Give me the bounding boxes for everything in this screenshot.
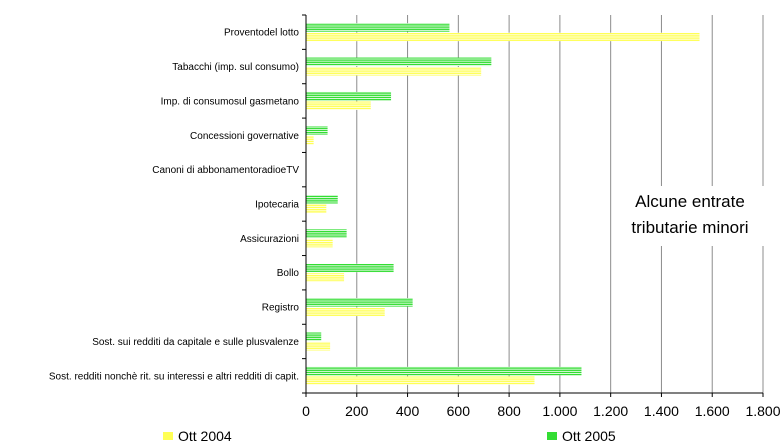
category-label: Assicurazioni <box>240 234 299 245</box>
bar <box>306 307 385 317</box>
bar <box>306 298 413 307</box>
bars <box>306 23 700 385</box>
x-tick-label: 1.800 <box>745 403 780 419</box>
legend-label-ott-2004: Ott 2004 <box>178 428 232 444</box>
category-label: Tabacchi (imp. sul consumo) <box>172 62 299 73</box>
bar <box>306 341 331 351</box>
bar <box>306 195 338 204</box>
category-label: Sost. redditi nonchè rit. su interessi e… <box>49 371 299 382</box>
bar <box>306 263 394 273</box>
category-labels: Proventodel lotto Tabacchi (imp. sul cons… <box>49 28 300 383</box>
annotation-line-2: tributarie minori <box>631 218 748 237</box>
category-label: Imp. di consumosul gasmetano <box>161 96 300 107</box>
bar <box>306 238 333 248</box>
annotation-background <box>612 186 766 246</box>
bar <box>306 273 345 282</box>
category-label: Ipotecaria <box>255 200 299 211</box>
bar <box>306 126 328 135</box>
legend-swatch-ott-2005 <box>547 432 557 440</box>
bar <box>306 67 482 76</box>
x-tick-labels: 0 200 400 600 800 1.000 1.200 1.400 1.600 1.800 <box>302 403 781 419</box>
category-label: Concessioni governative <box>190 131 299 142</box>
x-tick-label: 1.600 <box>695 403 730 419</box>
category-label: Proventodel lotto <box>224 28 299 39</box>
legend-item-ott-2005: Ott 2005 <box>547 428 616 444</box>
category-label: Registro <box>262 303 300 314</box>
x-tick-label: 200 <box>345 403 369 419</box>
x-tick-label: 1.000 <box>542 403 577 419</box>
bar <box>306 57 492 67</box>
legend-label-ott-2005: Ott 2005 <box>562 428 616 444</box>
legend-swatch-ott-2004 <box>163 432 173 440</box>
x-tick-label: 800 <box>497 403 521 419</box>
legend-item-ott-2004: Ott 2004 <box>163 428 232 444</box>
x-tick-label: 1.200 <box>593 403 628 419</box>
x-tick-label: 1.400 <box>644 403 679 419</box>
category-label: Canoni di abbonamentoradioeTV <box>152 165 299 176</box>
x-tick-label: 0 <box>302 403 310 419</box>
bar <box>306 366 582 376</box>
bar <box>306 204 327 213</box>
bar <box>306 376 535 385</box>
bar <box>306 135 314 145</box>
category-label: Sost. sui redditi da capitale e sulle pl… <box>92 337 299 348</box>
annotation-line-1: Alcune entrate <box>635 192 745 211</box>
annotation: Alcune entrate tributarie minori <box>612 186 766 246</box>
x-tick-label: 400 <box>396 403 420 419</box>
bar <box>306 91 392 101</box>
bar <box>306 332 322 341</box>
bar <box>306 32 700 42</box>
axes <box>302 14 764 397</box>
bar <box>306 101 371 110</box>
bar <box>306 229 347 238</box>
bar <box>306 23 450 32</box>
category-label: Bollo <box>277 268 300 279</box>
x-tick-label: 600 <box>447 403 471 419</box>
